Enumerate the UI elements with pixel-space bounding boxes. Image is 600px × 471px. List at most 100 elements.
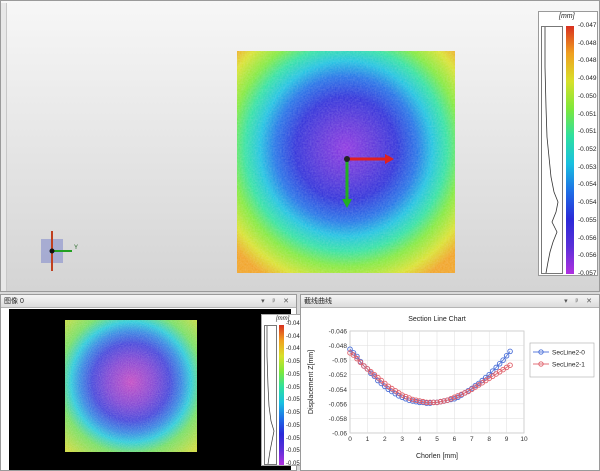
colorbar-tick-label: -0.052 xyxy=(578,146,597,153)
series-0-point xyxy=(375,377,381,384)
legend-label: SecLine2-1 xyxy=(552,362,585,369)
colorbar-tick-label: -0.053 xyxy=(578,163,597,171)
series-0-point xyxy=(489,368,496,374)
series-1-point xyxy=(378,377,385,384)
section-line-chart: 0 1 2 3 4 5 6 7 8 9 10 -0.046 -0.048 -0.05 -0.052 -0.05… xyxy=(308,316,595,460)
series-0-point xyxy=(347,346,353,352)
legend-swatch-marker xyxy=(538,361,544,367)
colorbar-tick-label: -0.055 xyxy=(286,422,304,429)
series-1-point xyxy=(441,398,447,404)
series-1-point xyxy=(448,396,454,402)
x-tick-label: 8 xyxy=(487,436,491,443)
series-1-point xyxy=(368,369,374,375)
series-0-point xyxy=(507,348,513,355)
orientation-triad: Y xyxy=(35,231,79,275)
series-1-point xyxy=(350,352,357,358)
series-1-point xyxy=(416,398,423,404)
colorbar-tick-label: -0.049 xyxy=(578,75,597,83)
panel-title: 图像 0 xyxy=(4,298,24,305)
panel-titlebar: 截线曲线 ▾ ᵖ ✕ xyxy=(301,295,599,308)
series-1-point xyxy=(371,371,378,378)
y-tick-label: -0.048 xyxy=(329,343,348,350)
colorbar-tick-label: -0.054 xyxy=(578,199,597,207)
colorbar-tick-label: -0.051 xyxy=(578,128,597,136)
viewport-3d[interactable]: [mm] -0.047 -0.048 -0.048 -0.049 -0.050 -0.05… xyxy=(0,0,600,292)
series-1-point xyxy=(462,390,468,396)
colorbar-2d: [mm] -0.047 -0.048 -0.049 -0.050 -0.051 -0.05… xyxy=(261,314,304,467)
x-axis-label: Chorlen [mm] xyxy=(416,453,458,460)
colorbar-tick-label: -0.051 xyxy=(286,371,304,378)
series-1-point xyxy=(423,399,430,406)
series-1-point xyxy=(430,399,437,406)
panel-buttons[interactable]: ▾ ᵖ ✕ xyxy=(564,298,595,305)
y-tick-label: -0.052 xyxy=(329,372,348,379)
histogram-profile-2d xyxy=(264,325,277,465)
image-panel[interactable]: 图像 0 ▾ ᵖ ✕ [mm] xyxy=(0,294,303,471)
series-1-point xyxy=(409,396,416,403)
series-1-point xyxy=(451,394,458,401)
series-1-point xyxy=(402,393,409,400)
colorbar-tick-label: -0.052 xyxy=(286,384,304,391)
displacement-map-2d xyxy=(65,320,197,452)
series-1-point xyxy=(399,392,405,398)
colorbar-2d-unit: [mm] xyxy=(276,316,290,322)
series-0-point xyxy=(486,371,492,378)
series-1-point xyxy=(434,399,440,406)
series-1-point xyxy=(437,398,444,405)
x-tick-label: 7 xyxy=(470,436,474,443)
colorbar-2d-gradient xyxy=(279,325,284,465)
y-tick-label: -0.054 xyxy=(329,387,348,394)
colorbar-unit: [mm] xyxy=(559,13,575,20)
series-1-point xyxy=(507,362,513,368)
series-0-point xyxy=(500,357,506,363)
legend xyxy=(529,342,595,378)
axis-arrows xyxy=(342,154,394,208)
series-0-point xyxy=(378,380,385,387)
colorbar-tick-label: -0.048 xyxy=(578,39,597,47)
series-1-point xyxy=(375,374,381,381)
viewport-scrollbar[interactable] xyxy=(1,3,7,291)
panel-buttons[interactable]: ▾ ᵖ ✕ xyxy=(261,298,292,305)
colorbar-tick-label: -0.048 xyxy=(286,333,304,340)
series-1-point xyxy=(364,366,371,372)
x-tick-label: 10 xyxy=(520,436,528,443)
colorbar-tick-label: -0.050 xyxy=(578,92,597,100)
series-0-point xyxy=(382,383,388,390)
series-1-point xyxy=(361,363,367,369)
colorbar-tick-label: -0.049 xyxy=(286,346,304,353)
series-0-point xyxy=(395,393,402,399)
histogram-profile xyxy=(541,26,563,274)
colorbar-tick-label: -0.047 xyxy=(578,22,597,29)
x-tick-label: 6 xyxy=(453,436,457,443)
panel-titlebar: 图像 0 ▾ ᵖ ✕ xyxy=(1,295,296,308)
x-tick-label: 1 xyxy=(366,436,370,443)
y-tick-label: -0.046 xyxy=(329,329,348,336)
x-tick-label: 2 xyxy=(383,436,387,443)
series-1-point xyxy=(406,395,412,401)
x-tick-label: 4 xyxy=(418,436,422,443)
displacement-map-3d xyxy=(237,51,455,273)
x-tick-label: 3 xyxy=(400,436,404,443)
series-0-point xyxy=(482,374,489,381)
series-1-point xyxy=(413,397,419,403)
colorbar-tick-label: -0.056 xyxy=(286,435,304,442)
series-0-point xyxy=(493,364,499,371)
y-axis-label: Displacement Z[mm] xyxy=(308,350,315,414)
series-1-point xyxy=(427,399,433,406)
series-1-point xyxy=(382,380,388,387)
colorbar-tick-label: -0.050 xyxy=(286,359,304,366)
colorbar-tick-label: -0.054 xyxy=(286,410,304,417)
series-0-point xyxy=(496,361,503,367)
x-tick-label: 0 xyxy=(348,436,352,443)
series-1-point xyxy=(444,397,451,403)
colorbar-gradient xyxy=(566,26,574,274)
panel-title: 截线曲线 xyxy=(304,298,332,305)
series-1-point xyxy=(354,355,360,362)
colorbar-tick-label: -0.056 xyxy=(578,234,597,242)
section-chart-panel[interactable]: 截线曲线 ▾ ᵖ ✕ 0 1 2 3 4 5 6 7 8 9 10 -0.046 -0.048 -0.05… xyxy=(300,294,600,471)
colorbar-tick-label: -0.056 xyxy=(578,252,597,260)
image-2d-view[interactable]: [mm] -0.047 -0.048 -0.049 -0.050 -0.051 -0.05… xyxy=(9,309,303,470)
series-1-point xyxy=(357,359,364,366)
y-tick-label: -0.056 xyxy=(329,401,348,408)
x-tick-label: 5 xyxy=(435,436,439,443)
